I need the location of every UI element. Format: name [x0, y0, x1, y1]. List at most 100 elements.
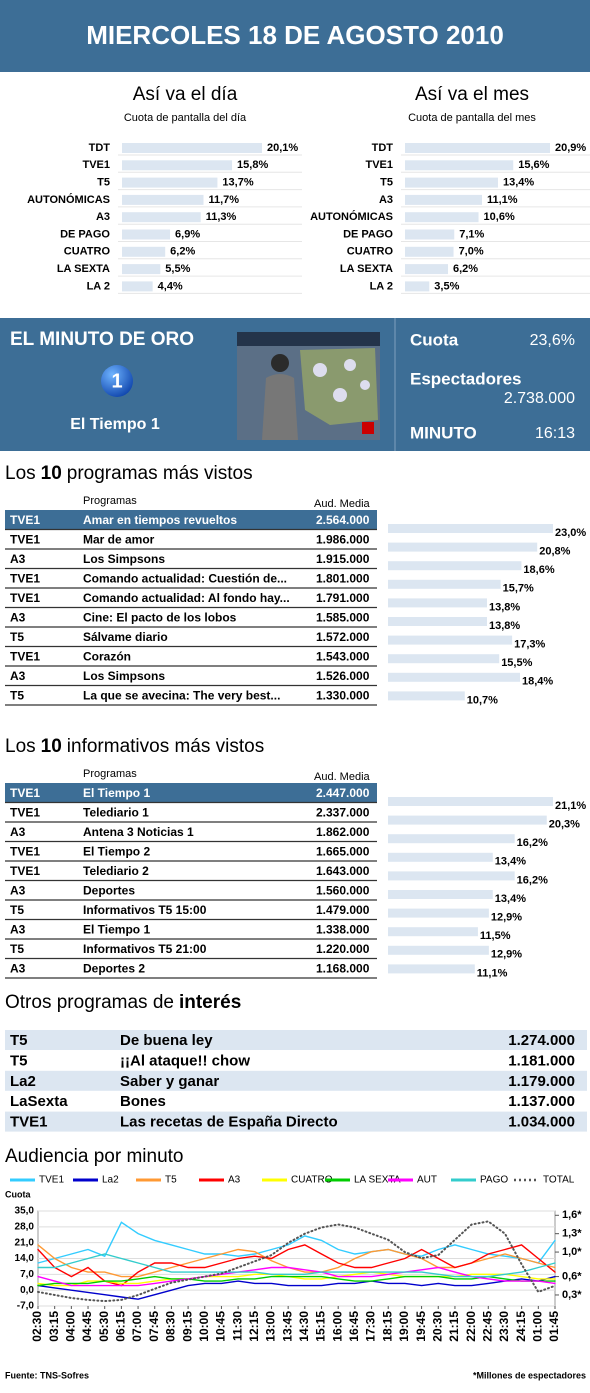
bar — [405, 160, 514, 171]
section-title: Los 10 programas más vistos — [5, 463, 253, 484]
value-label: 13,4% — [503, 177, 534, 189]
share-bar — [388, 871, 515, 881]
cell: Comando actualidad: Cuestión de... — [83, 571, 287, 585]
channel-logo — [101, 365, 133, 397]
category-label: AUTONÓMICAS — [310, 210, 393, 223]
legend-label: TVE1 — [39, 1175, 64, 1186]
category-label: A3 — [379, 194, 393, 206]
x-tick-label: 18:15 — [380, 1311, 394, 1342]
cell: TVE1 — [10, 844, 40, 858]
value-label: 4,4% — [158, 280, 183, 292]
share-label: 15,5% — [501, 657, 532, 669]
chart-title: Audiencia por minuto — [5, 1146, 184, 1167]
chart-subtitle: Cuota de pantalla del mes — [408, 112, 536, 124]
legend-label: T5 — [165, 1175, 177, 1186]
cell: TVE1 — [10, 513, 40, 527]
x-tick-label: 06:15 — [114, 1311, 128, 1342]
cell: A3 — [10, 961, 26, 975]
share-label: 13,8% — [489, 601, 520, 613]
y-tick-label: 21,0 — [15, 1237, 35, 1248]
row-band — [5, 1030, 587, 1050]
cell: T5 — [10, 630, 24, 644]
bar — [405, 194, 483, 205]
row-highlight — [5, 510, 377, 530]
bar — [122, 177, 218, 188]
share-bar — [388, 890, 493, 899]
legend-label: CUATRO — [291, 1175, 333, 1186]
share-label: 18,6% — [523, 564, 554, 576]
cell: Mar de amor — [83, 532, 155, 546]
cell: A3 — [10, 825, 26, 839]
y-tick-label: 14,0 — [15, 1253, 35, 1264]
legend-label: AUT — [417, 1175, 437, 1186]
cell: 1.168.000 — [316, 961, 370, 975]
cell: Las recetas de España Directo — [120, 1114, 338, 1131]
cell: 1.330.000 — [316, 688, 370, 702]
share-label: 16,2% — [517, 874, 548, 886]
y2-tick-label: 1,6* — [562, 1209, 582, 1221]
category-label: T5 — [380, 177, 393, 189]
value-label: 7,0% — [459, 246, 484, 258]
category-label: A3 — [96, 211, 110, 223]
y-tick-label: 35,0 — [15, 1206, 35, 1217]
cell: 1.181.000 — [508, 1052, 575, 1069]
bar — [122, 229, 171, 240]
cell: 1.643.000 — [316, 864, 370, 878]
x-tick-label: 12:15 — [247, 1311, 261, 1342]
cell: 1.585.000 — [316, 610, 370, 624]
x-tick-label: 22:45 — [480, 1311, 494, 1342]
share-bar — [388, 945, 489, 955]
series-line — [37, 1271, 556, 1287]
value-label: 6,9% — [175, 228, 200, 240]
legend-label: LA SEXTA — [354, 1175, 401, 1186]
x-tick-label: 01:45 — [547, 1311, 561, 1342]
share-bar — [388, 635, 513, 645]
share-bar — [388, 964, 475, 974]
bar — [405, 229, 455, 240]
value-label: 20,9% — [555, 142, 586, 154]
share-label: 18,4% — [522, 676, 553, 688]
value-label: 5,5% — [165, 263, 190, 275]
share-label: 12,9% — [491, 912, 522, 924]
share-bar — [388, 524, 553, 533]
share-label: 16,2% — [517, 837, 548, 849]
cell: TVE1 — [10, 786, 40, 800]
cell: 1.791.000 — [316, 591, 370, 605]
y-tick-label: 7,0 — [20, 1269, 34, 1280]
cell: T5 — [10, 1032, 28, 1049]
bar — [405, 246, 454, 257]
cell: Antena 3 Noticias 1 — [83, 825, 194, 839]
share-label: 20,8% — [539, 546, 570, 558]
title-part: Otros programas de — [5, 992, 174, 1013]
cell: 1.665.000 — [316, 844, 370, 858]
cell: Deportes 2 — [83, 961, 145, 975]
x-tick-label: 23:30 — [497, 1311, 511, 1342]
category-label: T5 — [97, 177, 110, 189]
legend-label: La2 — [102, 1175, 119, 1186]
x-tick-label: 16:45 — [347, 1311, 361, 1342]
value-label: 11,3% — [206, 211, 237, 223]
cell: Telediario 2 — [83, 864, 149, 878]
cell: Deportes — [83, 883, 135, 897]
share-bar — [388, 691, 465, 701]
series-line — [37, 1220, 556, 1303]
title-part: Los — [5, 463, 36, 484]
y2-tick-label: 1,3* — [562, 1228, 582, 1240]
title-number: 10 — [41, 736, 62, 757]
x-tick-label: 04:45 — [80, 1311, 94, 1342]
value-label: 11,1% — [487, 194, 518, 206]
cell: TVE1 — [10, 864, 40, 878]
title-bold: interés — [179, 992, 241, 1013]
cell: 1.137.000 — [508, 1093, 575, 1110]
share-bar — [388, 542, 538, 552]
series-line — [37, 1275, 556, 1287]
cell: A3 — [10, 552, 26, 566]
golden-title: EL MINUTO DE ORO — [10, 329, 194, 350]
x-tick-label: 10:45 — [214, 1311, 228, 1342]
share-label: Cuota — [410, 330, 459, 349]
share-bar — [388, 654, 500, 664]
x-tick-label: 13:45 — [280, 1311, 294, 1342]
legend-label: PAGO — [480, 1175, 508, 1186]
